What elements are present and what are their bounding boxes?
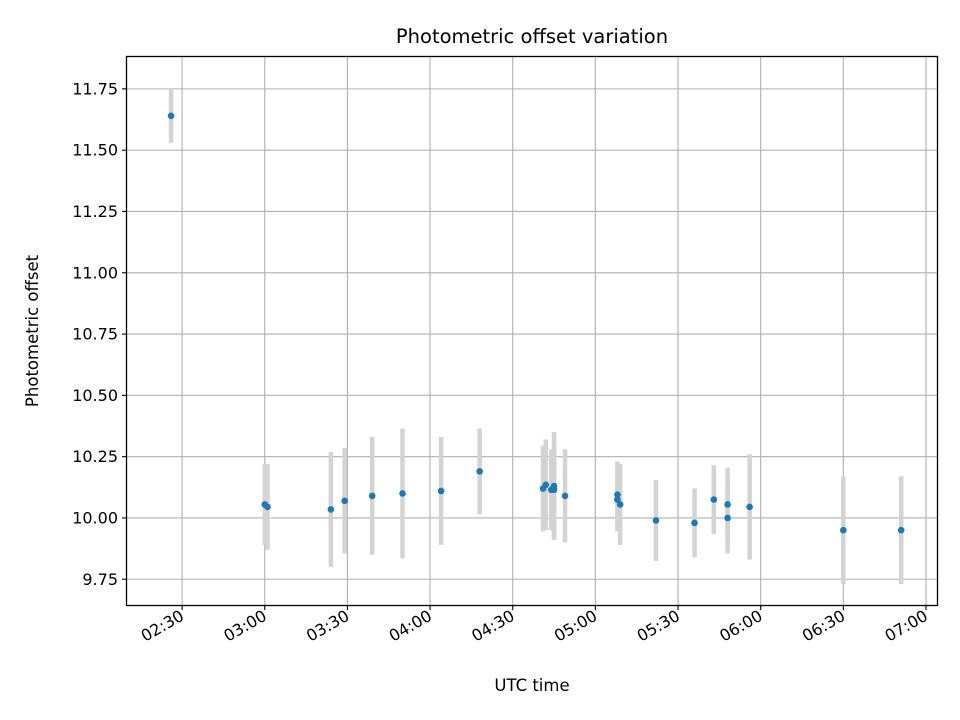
y-tick-label: 10.00 bbox=[72, 508, 118, 527]
data-point bbox=[561, 492, 569, 500]
data-point bbox=[746, 503, 753, 511]
y-tick-label: 10.75 bbox=[72, 325, 118, 344]
data-point bbox=[327, 506, 335, 513]
data-point bbox=[341, 497, 348, 505]
y-tick-label: 11.75 bbox=[72, 79, 118, 98]
y-axis-label: Photometric offset bbox=[23, 254, 42, 407]
data-point bbox=[167, 112, 175, 120]
data-point bbox=[264, 503, 271, 511]
data-point bbox=[476, 468, 483, 475]
y-tick-label: 11.25 bbox=[72, 202, 118, 221]
y-tick-label: 11.00 bbox=[72, 263, 118, 282]
data-point bbox=[691, 519, 698, 527]
data-point bbox=[897, 526, 905, 534]
x-axis-label: UTC time bbox=[494, 676, 569, 695]
data-points bbox=[167, 112, 905, 534]
data-point bbox=[614, 491, 621, 498]
data-point bbox=[652, 517, 660, 524]
data-point bbox=[724, 501, 731, 508]
y-tick-label: 10.25 bbox=[72, 447, 118, 466]
data-point bbox=[399, 490, 406, 497]
data-point bbox=[437, 487, 445, 495]
y-tick-label: 11.50 bbox=[72, 141, 118, 160]
data-point bbox=[840, 526, 847, 534]
y-tick-label: 10.50 bbox=[72, 386, 118, 405]
data-point bbox=[614, 496, 621, 503]
grid bbox=[127, 57, 937, 605]
y-tick-label: 9.75 bbox=[82, 570, 118, 589]
plot-frame bbox=[125, 55, 939, 607]
data-point bbox=[542, 481, 550, 489]
data-point bbox=[710, 496, 718, 503]
y-axis: 9.75 10.00 10.25 10.50 10.75 11.00 11.25 11.50 1… bbox=[72, 79, 127, 589]
data-point bbox=[368, 492, 376, 500]
chart-title: Photometric offset variation bbox=[396, 25, 668, 48]
data-point bbox=[724, 514, 731, 522]
data-point bbox=[550, 486, 558, 494]
data-point bbox=[616, 501, 624, 508]
